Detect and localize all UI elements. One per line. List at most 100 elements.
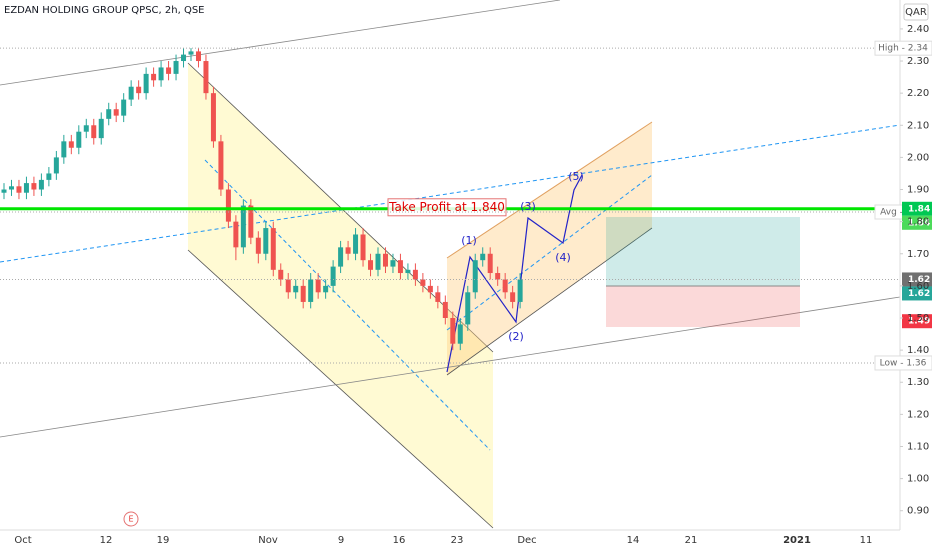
candle-body xyxy=(442,301,448,318)
candle-body xyxy=(210,93,216,142)
candle-body xyxy=(143,73,149,94)
candle-body xyxy=(218,141,224,190)
x-tick-label: 12 xyxy=(100,535,113,546)
candle-body xyxy=(300,285,306,302)
candle-body xyxy=(502,279,508,293)
x-tick-label: 21 xyxy=(685,535,698,546)
price-badge-label: 1.84 xyxy=(908,204,930,214)
currency: QAR xyxy=(905,7,927,18)
trend-line xyxy=(0,296,901,438)
candle-body xyxy=(293,285,299,293)
price-badge-label: 1.84 xyxy=(908,218,930,228)
price-badge xyxy=(902,272,932,287)
candle-body xyxy=(61,141,67,158)
candle-body xyxy=(188,51,194,55)
candle-body xyxy=(353,234,359,254)
x-tick-label: 14 xyxy=(627,535,640,546)
price-line-label: Low - 1.36 xyxy=(880,358,927,368)
candle-body xyxy=(420,279,426,286)
y-tick-label: 1.70 xyxy=(907,249,929,260)
x-tick-label: 2021 xyxy=(783,535,811,546)
candle-body xyxy=(345,247,351,254)
candle-body xyxy=(315,279,321,293)
event-marker xyxy=(123,511,139,527)
candle-body xyxy=(405,269,411,274)
candle-body xyxy=(83,125,89,132)
y-tick-label: 2.40 xyxy=(907,24,929,35)
candle-body xyxy=(517,279,523,302)
y-tick-label: 1.00 xyxy=(907,474,929,485)
candle-body xyxy=(375,253,381,270)
candle-body xyxy=(113,109,119,116)
candle-body xyxy=(158,67,164,81)
yellow-channel xyxy=(188,63,493,528)
candle-body xyxy=(76,131,82,148)
loss-zone xyxy=(606,286,800,327)
candle-body xyxy=(285,279,291,293)
candle-body xyxy=(457,324,463,344)
candle-body xyxy=(465,292,471,325)
y-tick-label: 1.10 xyxy=(907,441,929,452)
price-line-box xyxy=(874,40,932,56)
x-tick-label: 16 xyxy=(393,535,406,546)
time-axis xyxy=(0,530,932,550)
event-label: E xyxy=(128,515,133,524)
y-tick-label: 2.10 xyxy=(907,120,929,131)
y-tick-label: 1.50 xyxy=(907,313,929,324)
channel-line xyxy=(446,227,653,376)
chart-title: EZDAN HOLDING GROUP QPSC, 2h, QSE xyxy=(4,5,205,16)
y-tick-label: 2.30 xyxy=(907,56,929,67)
candle-body xyxy=(151,73,157,81)
candle-body xyxy=(450,318,456,344)
y-tick-label: 2.20 xyxy=(907,88,929,99)
candle-body xyxy=(323,285,329,293)
x-tick-label: Dec xyxy=(517,535,536,546)
price-badge-label: 1.62 xyxy=(908,275,930,285)
candle-body xyxy=(38,179,44,190)
candle-body xyxy=(382,253,388,267)
y-tick-label: 1.40 xyxy=(907,345,929,356)
wave-label: (3) xyxy=(520,200,536,213)
candle-body xyxy=(510,292,516,302)
wave-label: (5) xyxy=(568,170,584,183)
wave-label: (4) xyxy=(555,251,571,264)
candle-body xyxy=(195,51,201,62)
orange-channel xyxy=(447,122,652,375)
profit-zone xyxy=(606,217,800,286)
trend-line xyxy=(0,0,561,86)
price-line-box xyxy=(874,355,932,371)
candle-body xyxy=(368,260,374,270)
y-tick-label: 1.30 xyxy=(907,377,929,388)
price-axis xyxy=(900,0,932,530)
candle-body xyxy=(136,86,142,94)
wave-label: (2) xyxy=(508,330,524,343)
y-tick-label: 1.20 xyxy=(907,409,929,420)
candle-body xyxy=(330,266,336,286)
candle-body xyxy=(248,205,254,238)
x-tick-label: Oct xyxy=(14,535,31,546)
candle-body xyxy=(68,141,74,148)
candle-body xyxy=(278,269,284,280)
candle-body xyxy=(495,273,501,280)
candle-body xyxy=(338,247,344,267)
x-tick-label: Nov xyxy=(258,535,278,546)
candle-body xyxy=(225,189,231,222)
price-badge-label: 1.49 xyxy=(908,317,930,327)
currency-box xyxy=(903,3,929,21)
candle-body xyxy=(255,237,261,254)
candle-body xyxy=(98,118,104,139)
price-badge xyxy=(902,314,932,329)
candle-body xyxy=(427,285,433,293)
candle-body xyxy=(8,186,14,190)
candle-body xyxy=(263,228,269,254)
candle-body xyxy=(121,99,127,116)
candle-body xyxy=(233,221,239,248)
trend-line xyxy=(0,124,901,263)
channel-line xyxy=(187,249,494,529)
y-tick-label: 1.90 xyxy=(907,185,929,196)
x-tick-label: 11 xyxy=(860,535,873,546)
wave-path xyxy=(446,174,583,373)
candle-body xyxy=(46,173,52,180)
